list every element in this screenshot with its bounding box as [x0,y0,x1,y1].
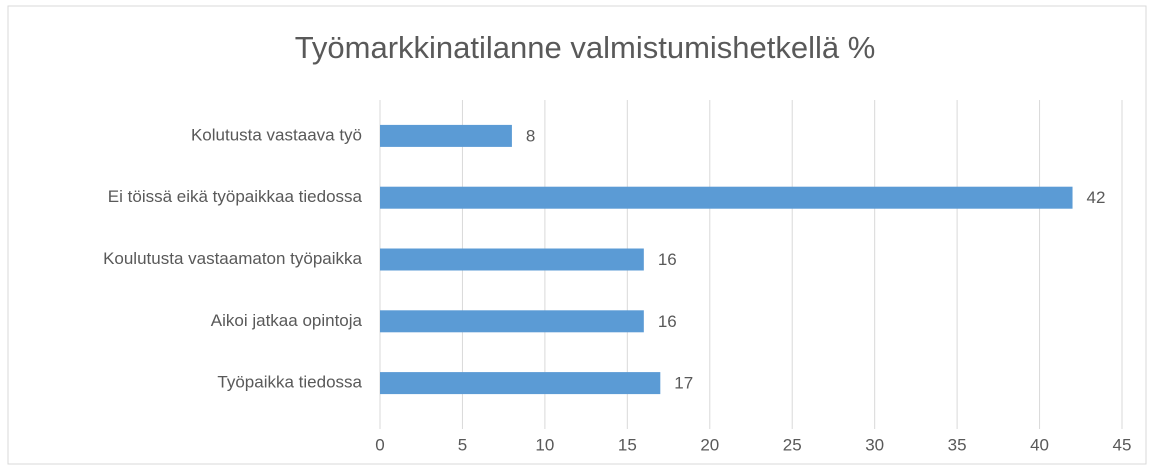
x-tick-label: 5 [458,435,467,454]
bar [380,186,1073,209]
data-label: 8 [526,126,535,145]
bar [380,124,512,147]
data-label: 16 [658,312,677,331]
x-tick-label: 30 [865,435,884,454]
chart-title: Työmarkkinatilanne valmistumishetkellä % [295,30,876,65]
x-tick-label: 45 [1113,435,1132,454]
x-tick-label: 25 [783,435,802,454]
x-tick-label: 40 [1030,435,1049,454]
y-tick-label: Työpaikka tiedossa [217,373,362,392]
x-tick-label: 20 [700,435,719,454]
x-tick-label: 15 [618,435,637,454]
data-label: 42 [1087,188,1106,207]
bar [380,248,644,271]
y-tick-label: Ei töissä eikä työpaikkaa tiedossa [108,187,363,206]
x-tick-label: 0 [375,435,384,454]
x-tick-label: 10 [535,435,554,454]
bar [380,372,661,395]
data-label: 16 [658,250,677,269]
data-label: 17 [674,374,693,393]
chart-border [7,5,1147,465]
bar [380,310,644,333]
x-tick-label: 35 [948,435,967,454]
y-tick-label: Kolutusta vastaava työ [191,125,362,144]
y-tick-label: Koulutusta vastaamaton työpaikka [103,249,362,268]
y-tick-label: Aikoi jatkaa opintoja [211,311,363,330]
